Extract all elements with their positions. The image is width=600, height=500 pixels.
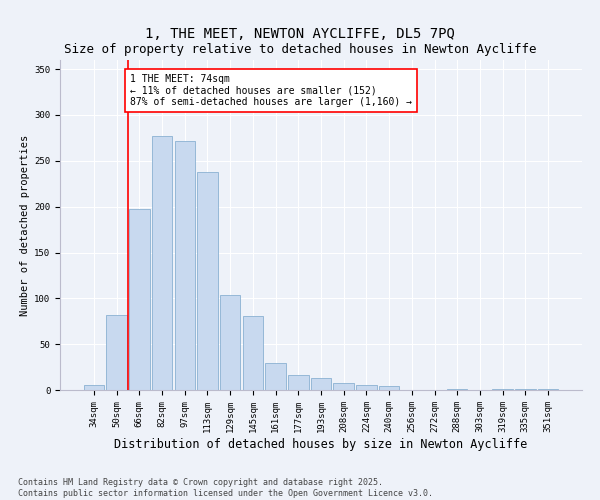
Bar [197, 172, 218, 390]
Bar [334, 382, 354, 390]
Bar [265, 364, 286, 390]
Bar [242, 316, 263, 390]
Text: 1, THE MEET, NEWTON AYCLIFFE, DL5 7PQ: 1, THE MEET, NEWTON AYCLIFFE, DL5 7PQ [145, 28, 455, 42]
Bar [175, 140, 195, 390]
Bar [379, 386, 400, 390]
X-axis label: Distribution of detached houses by size in Newton Aycliffe: Distribution of detached houses by size … [115, 438, 527, 450]
Bar [106, 315, 127, 390]
Text: Contains HM Land Registry data © Crown copyright and database right 2025.
Contai: Contains HM Land Registry data © Crown c… [18, 478, 433, 498]
Bar [84, 386, 104, 390]
Bar [220, 294, 241, 390]
Bar [152, 136, 172, 390]
Bar [447, 389, 467, 390]
Bar [538, 389, 558, 390]
Bar [515, 389, 536, 390]
Text: Size of property relative to detached houses in Newton Aycliffe: Size of property relative to detached ho… [64, 42, 536, 56]
Bar [311, 378, 331, 390]
Bar [356, 384, 377, 390]
Bar [288, 376, 308, 390]
Bar [129, 210, 149, 390]
Text: 1 THE MEET: 74sqm
← 11% of detached houses are smaller (152)
87% of semi-detache: 1 THE MEET: 74sqm ← 11% of detached hous… [130, 74, 412, 107]
Y-axis label: Number of detached properties: Number of detached properties [20, 134, 30, 316]
Bar [493, 389, 513, 390]
